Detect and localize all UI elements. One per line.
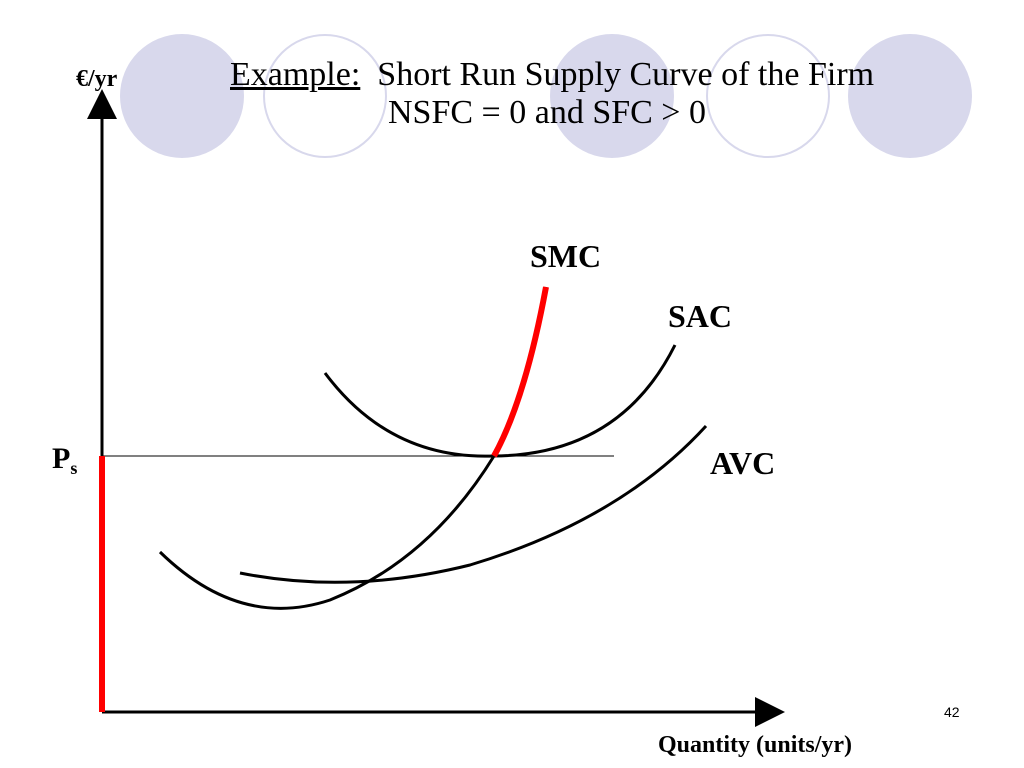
y-axis-label: €/yr xyxy=(76,66,118,92)
decor-circle-filled xyxy=(848,34,972,158)
price-label: Ps xyxy=(52,442,77,479)
price-label-sub: s xyxy=(70,458,78,478)
decor-circle-filled xyxy=(550,34,674,158)
decor-circle-ring xyxy=(706,34,830,158)
sac-label: SAC xyxy=(668,298,733,334)
decor-circle-filled xyxy=(120,34,244,158)
avc-curve xyxy=(239,424,708,584)
price-label-main: P xyxy=(52,442,71,475)
title-line2: NSFC = 0 and SFC > 0 xyxy=(388,94,706,131)
slide-title: Example: Short Run Supply Curve of the F… xyxy=(230,56,970,132)
decor-circle-ring xyxy=(263,34,387,158)
smc-label: SMC xyxy=(530,238,602,274)
title-line1-rest: Short Run Supply Curve of the Firm xyxy=(360,56,875,93)
avc-label: AVC xyxy=(710,445,776,481)
page-number: 42 xyxy=(944,704,960,720)
x-axis-label: Quantity (units/yr) xyxy=(658,732,853,758)
supply-segment-smc xyxy=(491,286,549,458)
title-prefix: Example: xyxy=(230,56,361,93)
